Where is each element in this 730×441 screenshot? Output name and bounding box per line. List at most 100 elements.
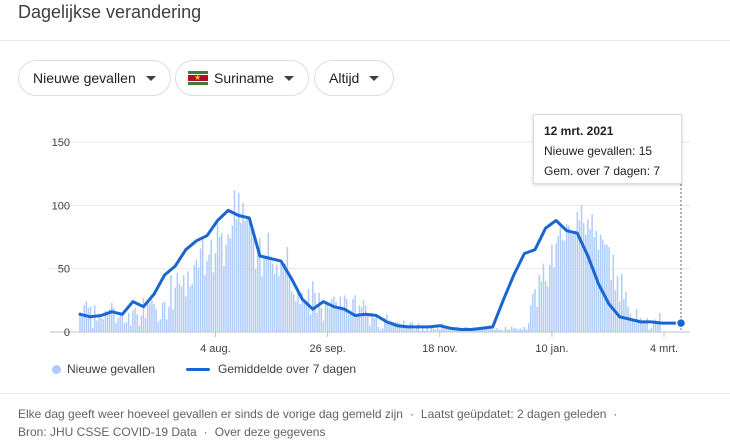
bar [102,319,105,332]
bar [331,299,333,332]
bar [326,304,329,332]
cases-chart[interactable]: 0 50 100 150 4 aug. 26 sep. 18 nov. 10 jan. 4 mr… [0,100,730,360]
bar [201,239,204,332]
bar [307,288,310,332]
period-dropdown[interactable]: Altijd [314,60,395,96]
bar [280,261,282,332]
bar [527,323,530,332]
x-tick-label: 10 jan. [535,343,568,355]
bar [214,253,217,332]
bar [94,305,96,332]
bar [216,223,219,332]
bar [381,328,384,332]
bar [534,288,536,332]
bar [273,273,276,332]
bar [489,326,492,332]
bar [119,315,121,332]
tooltip-date: 12 mrt. 2021 [544,124,614,138]
metric-dropdown[interactable]: Nieuwe gevallen [18,60,171,96]
bar [286,247,289,332]
bar [485,328,488,332]
average-line-series [78,208,683,331]
bar [206,261,208,332]
bar [430,325,433,332]
bar [318,292,320,332]
bar [244,220,246,332]
bar [426,326,428,332]
bar [140,315,143,332]
chart-tooltip: 12 mrt. 2021 Nieuwe gevallen: 15 Gem. ov… [533,114,682,184]
bar [117,318,119,332]
bar [559,226,562,332]
bar [144,318,147,332]
bar [555,243,557,332]
bar [398,323,401,332]
bar [339,296,342,332]
bar [553,267,555,332]
bar [79,311,81,332]
region-dropdown[interactable]: ★ Suriname [175,60,309,96]
x-tick-label: 4 aug. [200,343,231,355]
bar [314,292,316,332]
bar [390,320,392,332]
bar [405,326,407,332]
bar [356,314,358,332]
bar [328,307,331,332]
bar [187,271,189,332]
bar [91,328,94,332]
bar [521,329,524,332]
bar [210,239,212,332]
bar [121,314,124,332]
bar [155,309,157,332]
bar [87,307,90,332]
bar [176,272,179,332]
bar [108,309,111,332]
dropdown-arrow-icon [369,75,380,81]
bar [428,330,430,332]
x-tick-label: 4 mrt. [650,343,678,355]
footer-about-link[interactable]: Over deze gegevens [214,425,326,439]
bar [195,259,198,332]
bar [422,325,424,332]
bar [631,320,634,332]
bar [424,330,426,332]
bar [259,238,261,332]
bar [265,256,267,332]
bar [149,302,151,332]
bar [161,302,164,332]
bar [358,305,361,332]
bar [189,286,191,332]
bar [324,304,327,332]
bar [191,283,193,332]
bar [371,313,373,332]
bar [574,230,576,332]
bar [419,330,422,332]
bar [373,318,375,332]
bar [174,287,176,332]
legend-item-average: Gemiddelde over 7 dagen [186,362,356,376]
bar [142,297,145,332]
bar [432,328,435,332]
bar [656,323,659,332]
y-tick-label: 50 [58,264,70,276]
bar [254,268,257,332]
bar [599,234,602,332]
bar [335,301,337,332]
bar [612,254,615,332]
bar [546,286,549,332]
bar [568,225,570,332]
bar [113,307,115,332]
bar [333,296,335,332]
bar [392,321,394,332]
bar [350,314,352,332]
bar [538,275,540,332]
bar [506,329,509,332]
y-tick-label: 100 [52,200,70,212]
bar [625,291,627,332]
bar [257,250,259,332]
suriname-flag-icon: ★ [188,71,208,85]
bar [320,307,322,332]
bar [364,305,367,332]
average-line [78,208,683,331]
bar [267,233,270,332]
